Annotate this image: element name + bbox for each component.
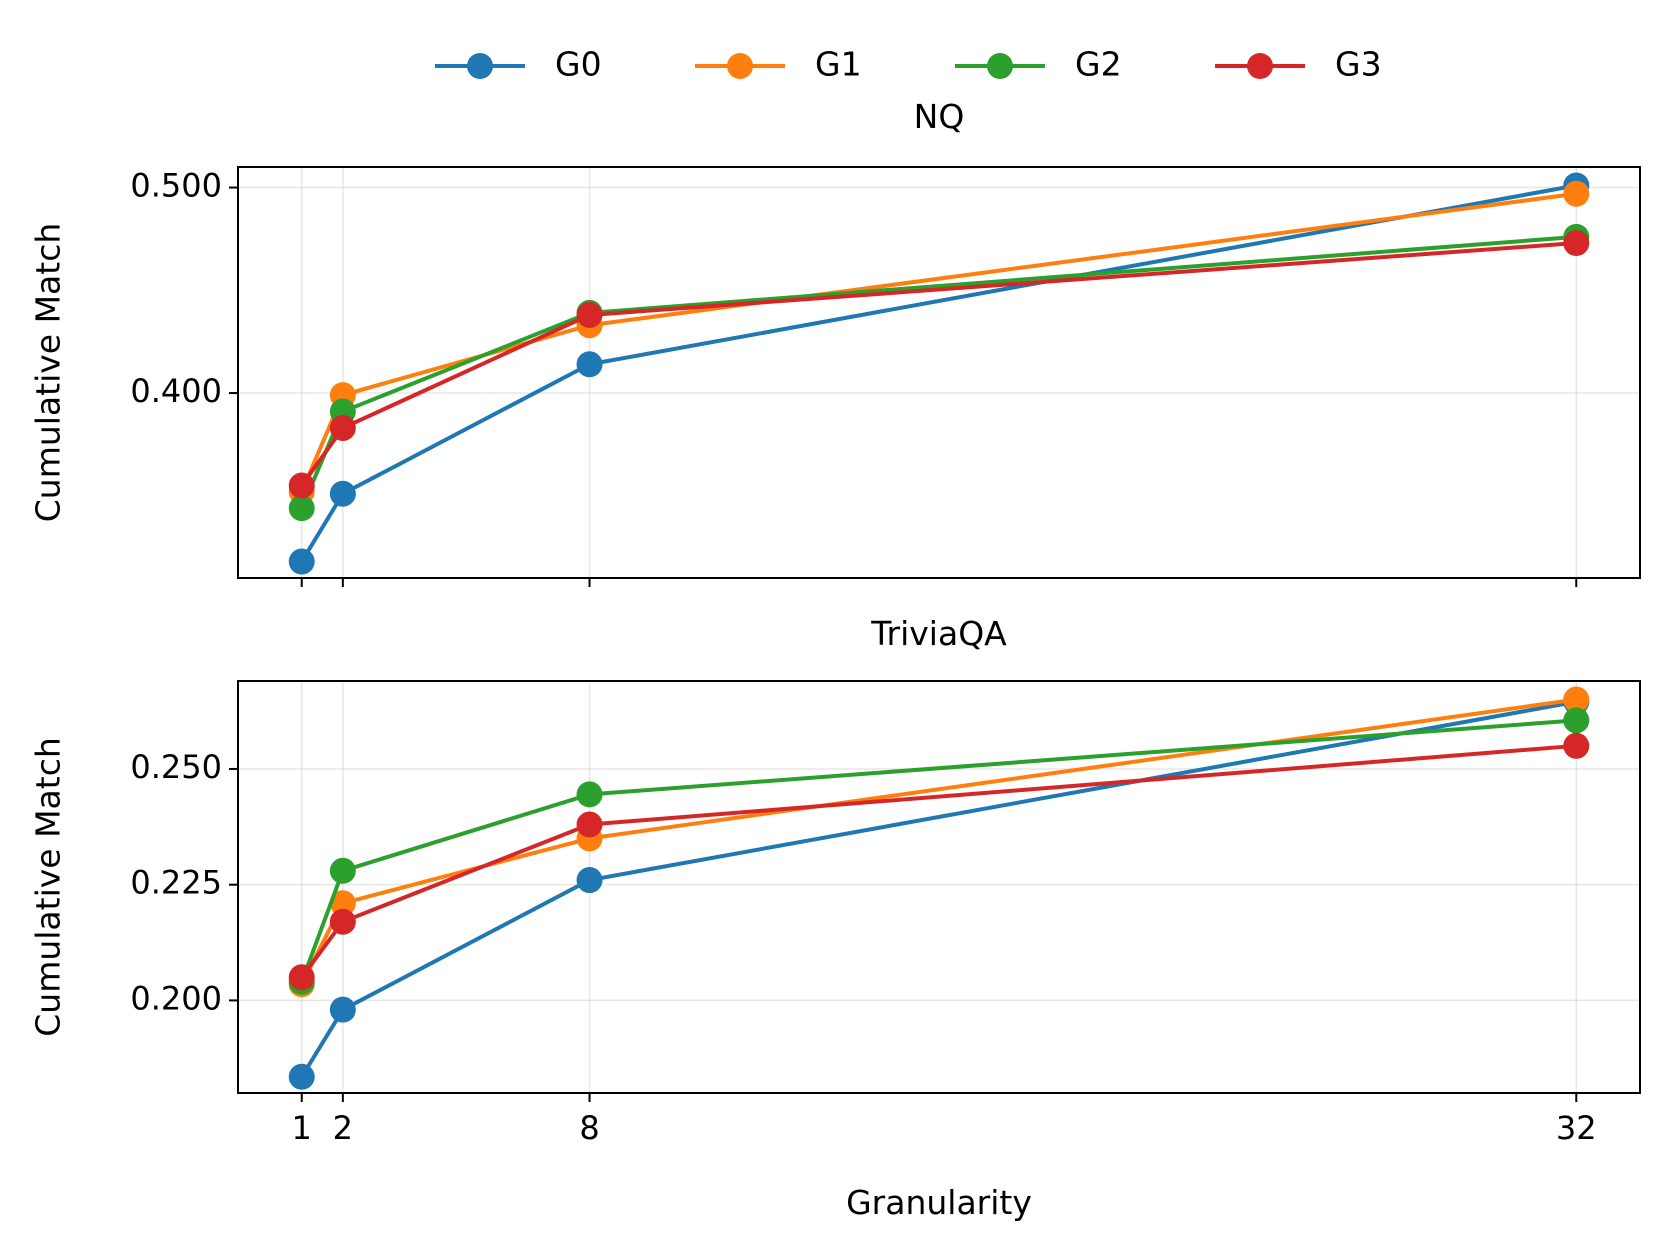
panel-title-triviaqa: TriviaQA <box>870 614 1007 653</box>
x-axis-label: Granularity <box>846 1183 1032 1222</box>
series-line-g1-triviaqa <box>299 697 1577 986</box>
x-tick-label: 2 <box>333 1109 353 1147</box>
panel-title-nq: NQ <box>914 97 965 136</box>
data-point-g3-triviaqa <box>288 964 315 991</box>
x-tick-label: 32 <box>1556 1109 1597 1147</box>
legend-label-g0: G0 <box>555 45 602 84</box>
data-point-g2-triviaqa <box>329 857 356 884</box>
legend-label-g3: G3 <box>1335 45 1382 84</box>
data-point-g1-nq <box>1563 180 1590 207</box>
plot-frame-triviaqa <box>237 680 1641 1094</box>
y-tick-label-triviaqa: 0.200 <box>130 979 222 1017</box>
data-point-g3-nq <box>576 301 603 328</box>
legend-marker-g2 <box>987 53 1013 79</box>
data-point-g3-triviaqa <box>329 908 356 935</box>
data-point-g0-nq <box>288 548 315 575</box>
series-line-g0-nq <box>300 183 1577 563</box>
legend-item-g0: G0 <box>435 45 602 84</box>
data-point-g3-nq <box>1563 230 1590 257</box>
data-point-g3-nq <box>288 472 315 499</box>
series-line-g3-nq <box>300 241 1577 487</box>
data-point-g2-nq <box>288 495 315 522</box>
y-tick-label-triviaqa: 0.225 <box>130 864 222 902</box>
legend-label-g2: G2 <box>1075 45 1122 84</box>
panel-nq: NQ Cumulative Match 0.400 0.500 <box>29 97 1641 587</box>
data-point-g3-triviaqa <box>1563 732 1590 759</box>
series-line-g3-triviaqa <box>300 743 1577 979</box>
legend: G0 G1 G2 G3 <box>435 45 1382 84</box>
legend-marker-g0 <box>467 53 493 79</box>
data-point-g0-nq <box>576 351 603 378</box>
data-point-g1-triviaqa <box>329 890 356 917</box>
plot-frame-nq <box>237 166 1641 579</box>
y-axis-label-triviaqa: Cumulative Match <box>29 737 68 1037</box>
legend-marker-g1 <box>727 53 753 79</box>
data-point-g0-triviaqa <box>288 1063 315 1090</box>
legend-label-g1: G1 <box>815 45 862 84</box>
data-point-g1-triviaqa <box>1563 686 1590 713</box>
data-point-g3-triviaqa <box>576 811 603 838</box>
panel-triviaqa: TriviaQA Cumulative Match Granularity 0.… <box>29 614 1641 1222</box>
y-tick-label-nq: 0.500 <box>130 167 222 205</box>
legend-item-g2: G2 <box>955 45 1122 84</box>
x-tick-label: 8 <box>579 1109 599 1147</box>
series-line-g0-triviaqa <box>300 699 1577 1078</box>
legend-marker-g3 <box>1247 53 1273 79</box>
data-point-g2-triviaqa <box>1563 707 1590 734</box>
legend-item-g3: G3 <box>1215 45 1382 84</box>
y-tick-label-triviaqa: 0.250 <box>130 748 222 786</box>
y-axis-label-nq: Cumulative Match <box>29 223 68 523</box>
data-point-g0-triviaqa <box>329 996 356 1023</box>
data-point-g3-nq <box>329 414 356 441</box>
legend-item-g1: G1 <box>695 45 862 84</box>
x-tick-label: 1 <box>292 1109 312 1147</box>
data-point-g2-triviaqa <box>576 781 603 808</box>
series-line-g1-nq <box>299 191 1577 493</box>
data-point-g0-nq <box>329 480 356 507</box>
y-tick-label-nq: 0.400 <box>130 372 222 410</box>
series-line-g2-triviaqa <box>299 718 1577 983</box>
data-point-g0-triviaqa <box>576 867 603 894</box>
